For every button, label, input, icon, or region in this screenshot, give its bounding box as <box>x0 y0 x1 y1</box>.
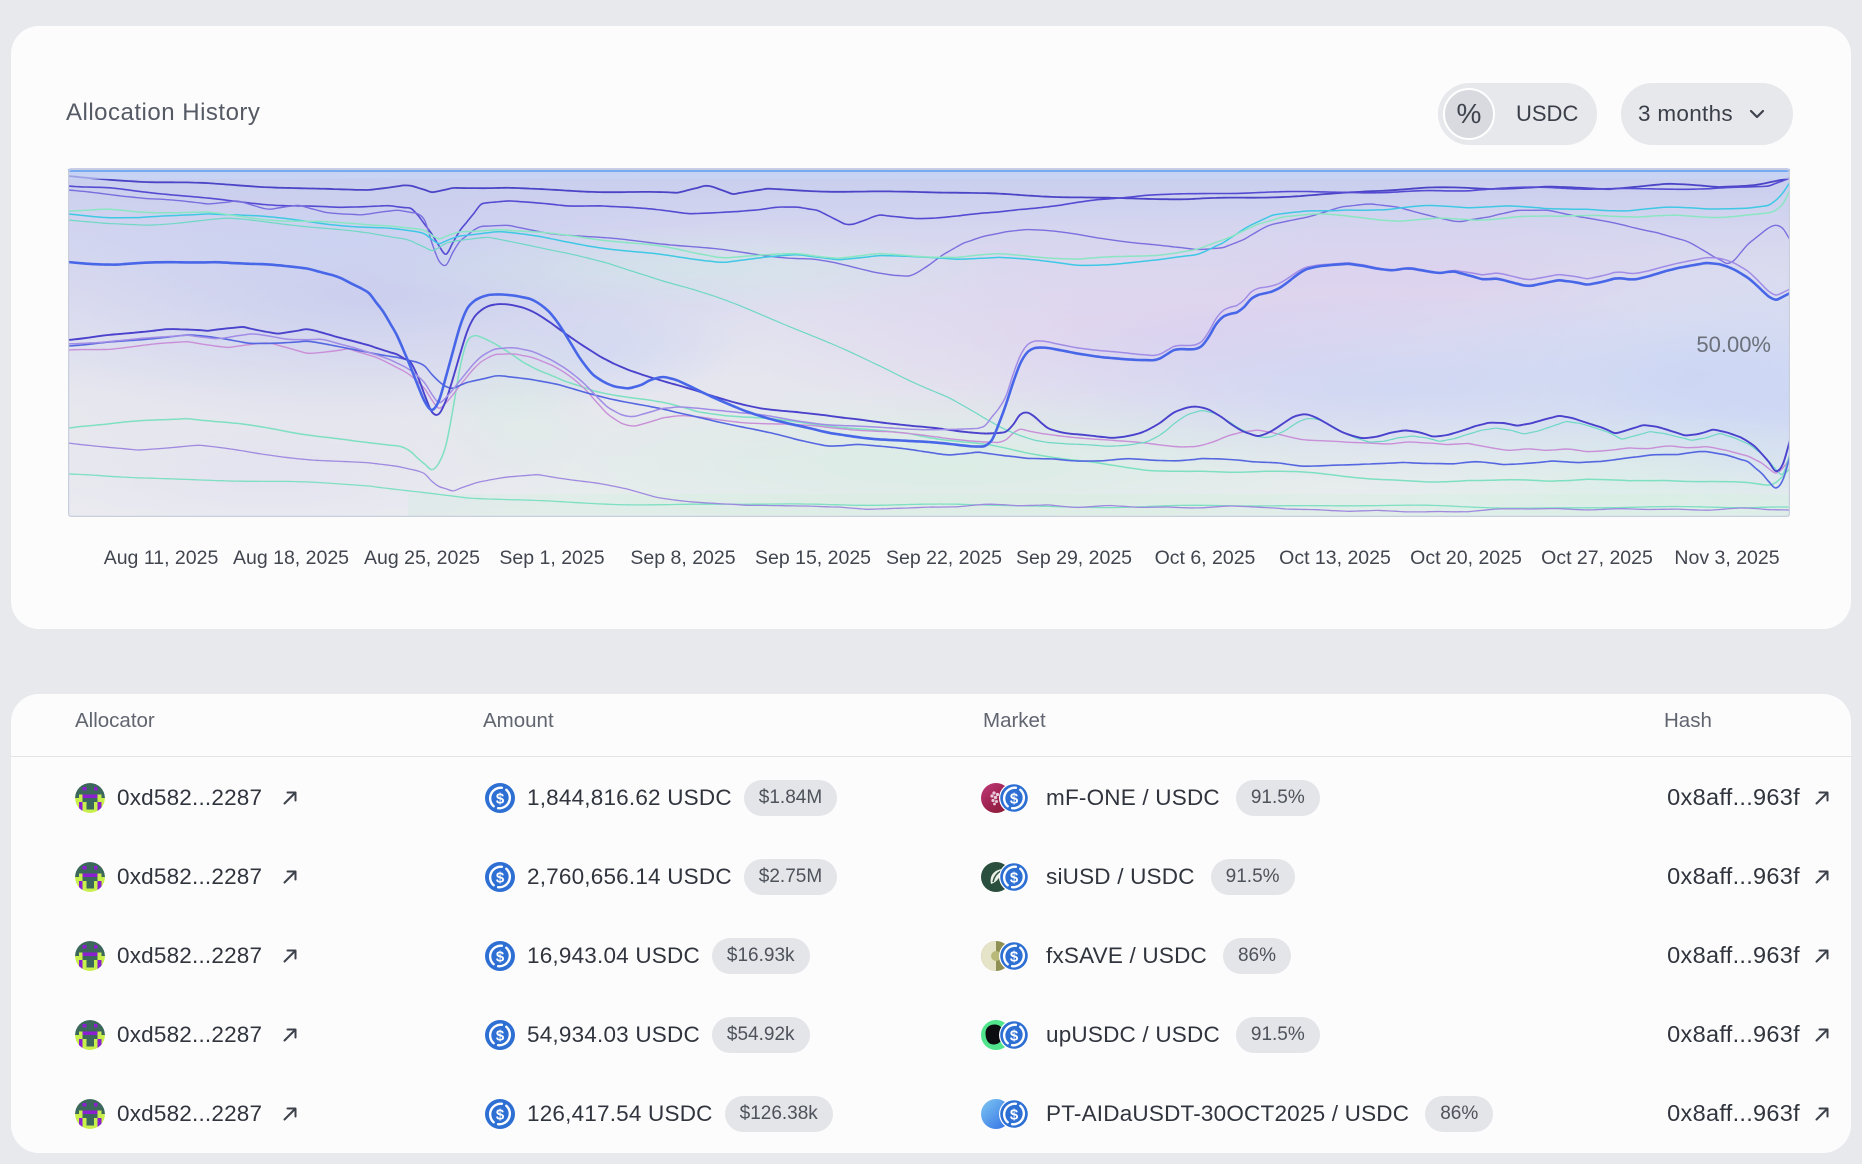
svg-text:$: $ <box>1010 1106 1019 1123</box>
svg-text:$: $ <box>1010 869 1019 886</box>
svg-text:$: $ <box>496 1106 505 1123</box>
svg-text:$: $ <box>496 1027 505 1044</box>
svg-text:$: $ <box>496 948 505 965</box>
svg-text:$: $ <box>496 790 505 807</box>
svg-text:$: $ <box>1010 1027 1019 1044</box>
svg-text:$: $ <box>496 869 505 886</box>
svg-text:$: $ <box>1010 948 1019 965</box>
svg-text:$: $ <box>1010 790 1019 807</box>
